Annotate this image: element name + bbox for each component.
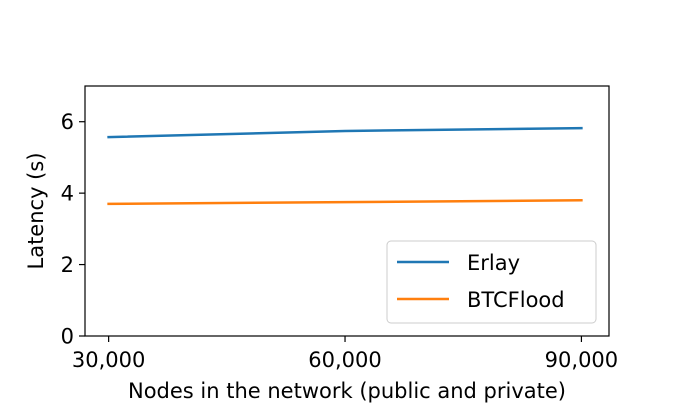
y-tick-label: 6 bbox=[61, 110, 74, 134]
y-tick-label: 4 bbox=[61, 182, 74, 206]
x-tick-label: 30,000 bbox=[72, 348, 145, 372]
legend-label-btcflood: BTCFlood bbox=[467, 288, 565, 312]
series-lines bbox=[107, 126, 583, 206]
x-axis-ticks: 30,000 60,000 90,000 bbox=[72, 336, 618, 372]
x-axis-label: Nodes in the network (public and private… bbox=[128, 379, 566, 403]
series-line-btcflood bbox=[107, 199, 583, 206]
x-tick-label: 90,000 bbox=[545, 348, 618, 372]
y-tick-label: 0 bbox=[61, 325, 74, 349]
x-tick-label: 60,000 bbox=[308, 348, 381, 372]
legend-label-erlay: Erlay bbox=[467, 251, 520, 275]
legend: Erlay BTCFlood bbox=[386, 240, 597, 324]
y-axis-label: Latency (s) bbox=[24, 152, 48, 269]
series-line-erlay bbox=[107, 126, 583, 139]
y-axis-ticks: 0 2 4 6 bbox=[61, 110, 85, 349]
y-tick-label: 2 bbox=[61, 253, 74, 277]
